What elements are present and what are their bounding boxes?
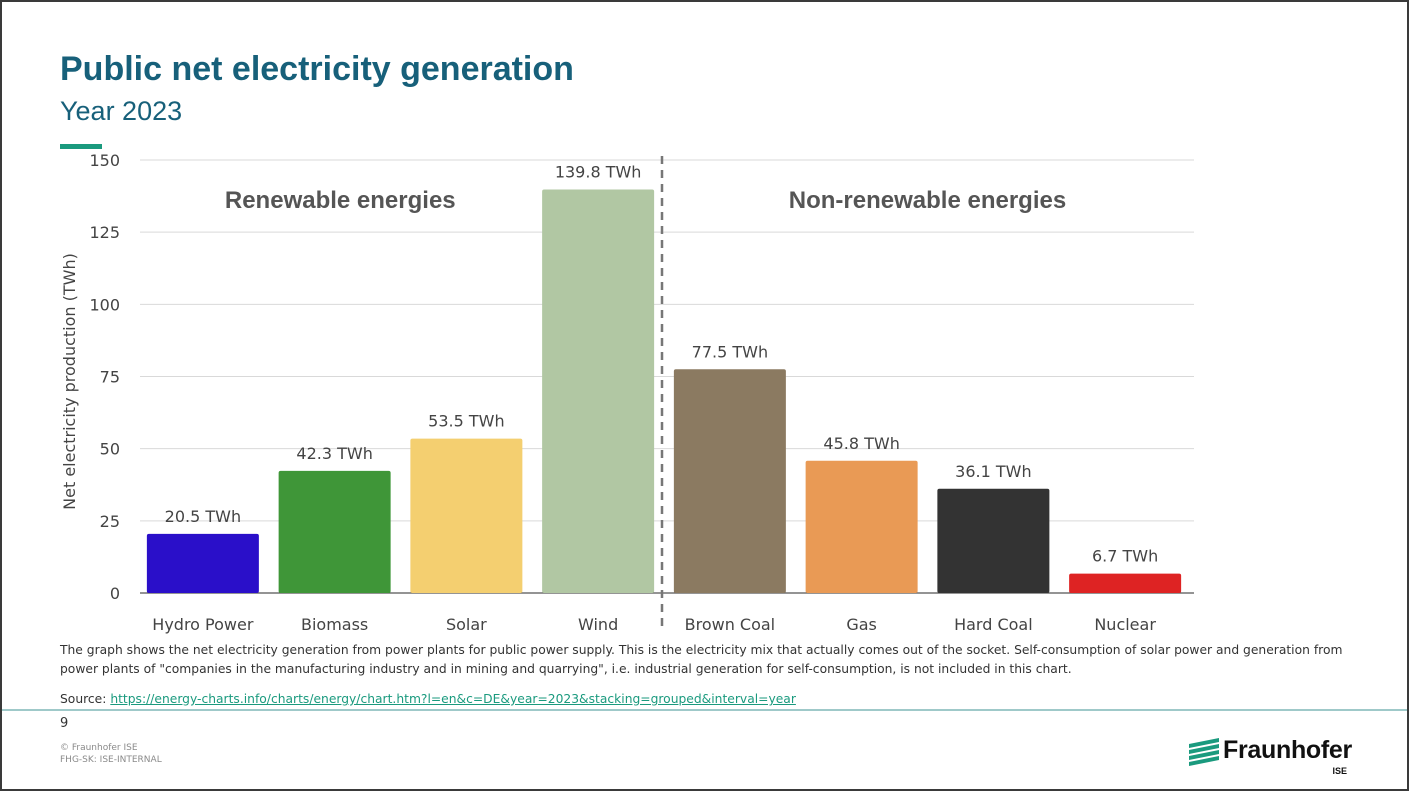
- x-tick-label: Hard Coal: [954, 615, 1033, 634]
- bar: [805, 460, 918, 593]
- footer-divider: [2, 709, 1407, 711]
- source-label: Source:: [60, 692, 107, 706]
- y-tick-label: 75: [100, 368, 120, 387]
- data-label: 20.5 TWh: [165, 507, 241, 526]
- x-tick-label: Brown Coal: [685, 615, 776, 634]
- source-line: Source: https://energy-charts.info/chart…: [60, 692, 796, 706]
- bar: [410, 438, 523, 593]
- bar: [673, 369, 786, 593]
- copyright-text: © Fraunhofer ISE: [60, 743, 138, 753]
- data-label: 6.7 TWh: [1092, 547, 1158, 566]
- page-title: Public net electricity generation: [60, 50, 574, 88]
- title-accent-bar: [60, 144, 102, 149]
- bar-chart: 0 25 50 75 100 125 150 Net electricity producti…: [60, 151, 1194, 634]
- page-subtitle: Year 2023: [60, 96, 183, 126]
- page-number: 9: [60, 716, 69, 731]
- x-tick-label: Wind: [578, 615, 618, 634]
- classification-text: FHG-SK: ISE-INTERNAL: [60, 755, 162, 765]
- data-label: 45.8 TWh: [823, 434, 899, 453]
- bar: [542, 189, 655, 593]
- fraunhofer-logo-icon: [1189, 738, 1219, 766]
- bar: [937, 488, 1050, 593]
- y-tick-label: 0: [110, 584, 120, 603]
- data-label: 139.8 TWh: [555, 162, 642, 181]
- data-label: 36.1 TWh: [955, 462, 1031, 481]
- copyright-block: © Fraunhofer ISE FHG-SK: ISE-INTERNAL: [60, 742, 162, 766]
- x-tick-label: Nuclear: [1094, 615, 1156, 634]
- y-tick-label: 50: [100, 440, 120, 459]
- x-tick-label: Hydro Power: [152, 615, 254, 634]
- y-tick-label: 25: [100, 512, 120, 531]
- logo-wordmark: Fraunhofer: [1223, 736, 1352, 764]
- y-tick-label: 150: [89, 151, 120, 170]
- y-tick-label: 100: [89, 295, 120, 314]
- x-tick-label: Solar: [446, 615, 487, 634]
- chart-caption: The graph shows the net electricity gene…: [60, 643, 1343, 676]
- source-link[interactable]: https://energy-charts.info/charts/energy…: [110, 692, 796, 706]
- data-label: 53.5 TWh: [428, 412, 504, 431]
- group-label: Non-renewable energies: [789, 187, 1066, 214]
- bar: [278, 470, 391, 593]
- y-axis-title: Net electricity production (TWh): [60, 253, 79, 510]
- data-label: 42.3 TWh: [296, 444, 372, 463]
- fraunhofer-logo: Fraunhofer ISE: [1189, 732, 1359, 782]
- data-label: 77.5 TWh: [692, 342, 768, 361]
- x-tick-label: Gas: [846, 615, 877, 634]
- bar: [146, 533, 259, 593]
- x-tick-label: Biomass: [301, 615, 368, 634]
- logo-subtext: ISE: [1332, 766, 1347, 776]
- y-tick-label: 125: [89, 223, 120, 242]
- bar: [1069, 573, 1182, 593]
- group-label: Renewable energies: [225, 187, 456, 214]
